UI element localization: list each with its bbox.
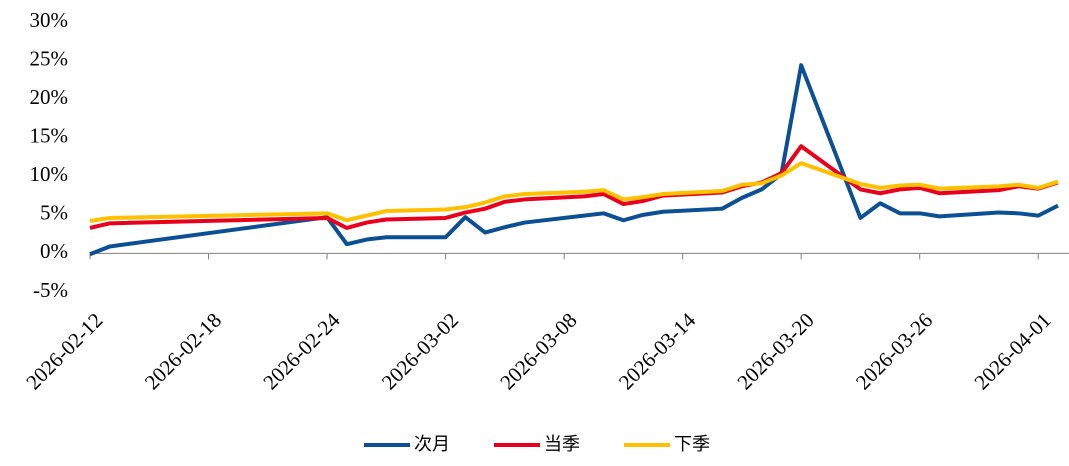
legend-label: 次月 bbox=[414, 434, 450, 455]
series-line bbox=[89, 144, 1059, 230]
y-tick-label: -5% bbox=[33, 278, 68, 302]
y-tick-label: 30% bbox=[30, 8, 69, 32]
legend-label: 当季 bbox=[544, 434, 580, 455]
x-tick-label: 2026-03-14 bbox=[614, 308, 701, 395]
x-tick-label: 2026-03-26 bbox=[851, 308, 937, 394]
legend: 次月 当季 下季 bbox=[364, 434, 710, 455]
legend-label: 下季 bbox=[674, 434, 710, 455]
y-tick-label: 25% bbox=[30, 46, 69, 70]
x-tick-label: 2026-02-24 bbox=[258, 308, 345, 395]
y-tick-label: 15% bbox=[30, 124, 69, 148]
series-line bbox=[89, 161, 1059, 224]
x-tick-label: 2026-03-20 bbox=[732, 308, 818, 394]
y-tick-label: 10% bbox=[30, 162, 69, 186]
x-tick-label: 2026-02-12 bbox=[21, 308, 107, 394]
x-tick-label: 2026-02-18 bbox=[140, 308, 226, 394]
x-tick-label: 2026-03-08 bbox=[495, 308, 581, 394]
x-tick-label: 2026-04-01 bbox=[970, 308, 1056, 394]
series-line bbox=[89, 63, 1059, 257]
y-tick-label: 0% bbox=[40, 239, 68, 263]
x-tick-label: 2026-03-02 bbox=[377, 308, 463, 394]
y-tick-label: 20% bbox=[30, 85, 69, 109]
y-tick-label: 5% bbox=[40, 201, 68, 225]
